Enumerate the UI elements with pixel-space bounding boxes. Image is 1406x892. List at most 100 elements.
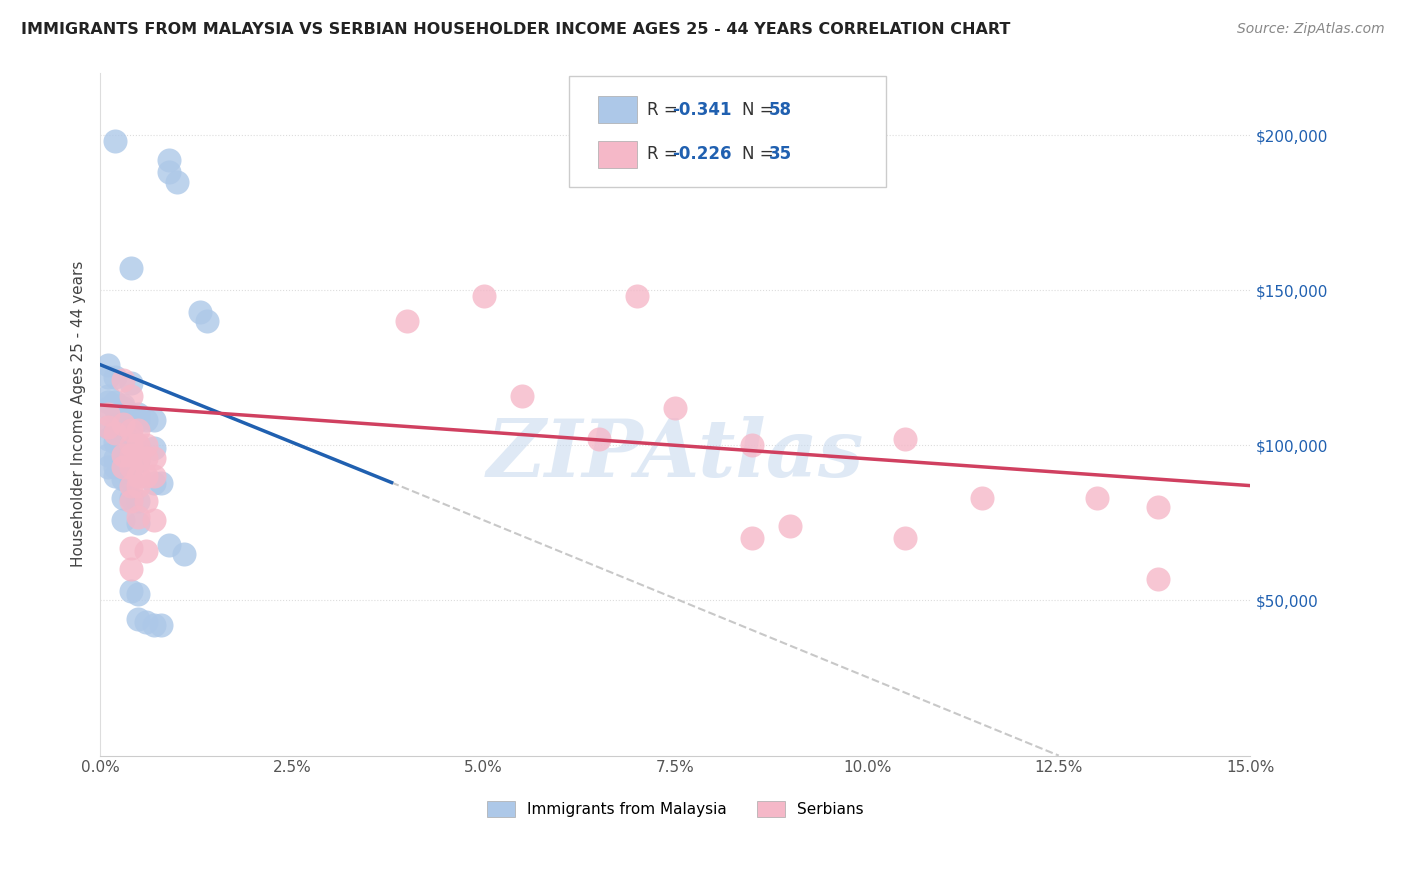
Point [894, 532, 917, 546]
Point [135, 438, 157, 452]
Point [112, 513, 135, 527]
Point [142, 618, 165, 632]
Point [120, 438, 142, 452]
Point [127, 450, 149, 465]
Point [104, 134, 127, 148]
Point [120, 376, 142, 391]
Point [97, 448, 120, 462]
Point [135, 450, 157, 465]
Text: N =: N = [742, 101, 779, 119]
Point [104, 370, 127, 384]
Point [97, 460, 120, 475]
Point [104, 469, 127, 483]
Point [112, 435, 135, 450]
Point [97, 358, 120, 372]
Point [157, 165, 180, 179]
Point [894, 432, 917, 446]
Point [510, 389, 533, 403]
Point [741, 532, 763, 546]
Text: -0.341: -0.341 [672, 101, 731, 119]
Point [97, 389, 120, 403]
Point [135, 413, 157, 427]
Point [1085, 491, 1108, 505]
Point [120, 478, 142, 492]
Point [127, 438, 149, 452]
Point [97, 407, 120, 421]
Point [104, 395, 127, 409]
Point [112, 373, 135, 387]
Point [97, 401, 120, 415]
Point [120, 438, 142, 452]
Point [104, 450, 127, 465]
Point [104, 435, 127, 450]
Point [1147, 572, 1170, 586]
Point [120, 423, 142, 437]
Point [127, 587, 149, 601]
Legend: Immigrants from Malaysia, Serbians: Immigrants from Malaysia, Serbians [481, 795, 869, 823]
Point [112, 472, 135, 486]
Point [127, 612, 149, 626]
Point [142, 513, 165, 527]
Point [120, 448, 142, 462]
Point [127, 478, 149, 492]
Point [112, 407, 135, 421]
Point [127, 438, 149, 452]
Point [112, 491, 135, 505]
Point [112, 417, 135, 431]
Point [135, 494, 157, 508]
Point [157, 538, 180, 552]
Point [741, 438, 763, 452]
Text: N =: N = [742, 145, 779, 163]
Point [472, 289, 495, 303]
Point [127, 494, 149, 508]
Point [150, 475, 173, 490]
Point [112, 448, 135, 462]
Point [97, 395, 120, 409]
Text: ZIPAtlas: ZIPAtlas [486, 417, 865, 494]
Point [142, 469, 165, 483]
Point [120, 261, 142, 276]
Point [166, 175, 188, 189]
Point [142, 475, 165, 490]
Text: 35: 35 [769, 145, 792, 163]
Point [127, 509, 149, 524]
Point [97, 419, 120, 434]
Point [112, 460, 135, 475]
Point [142, 413, 165, 427]
Text: IMMIGRANTS FROM MALAYSIA VS SERBIAN HOUSEHOLDER INCOME AGES 25 - 44 YEARS CORREL: IMMIGRANTS FROM MALAYSIA VS SERBIAN HOUS… [21, 22, 1011, 37]
Point [127, 423, 149, 437]
Point [127, 469, 149, 483]
Point [135, 543, 157, 558]
Point [112, 398, 135, 412]
Point [120, 472, 142, 486]
Point [1147, 500, 1170, 515]
Point [135, 615, 157, 629]
Point [588, 432, 610, 446]
Point [779, 519, 801, 533]
Point [135, 469, 157, 483]
Point [664, 401, 686, 415]
Point [127, 413, 149, 427]
Point [97, 432, 120, 446]
Point [112, 460, 135, 475]
Point [120, 494, 142, 508]
Point [626, 289, 648, 303]
Point [104, 460, 127, 475]
Text: -0.226: -0.226 [672, 145, 731, 163]
Point [120, 429, 142, 443]
Point [127, 516, 149, 530]
Point [104, 425, 127, 440]
Point [188, 305, 211, 319]
Point [120, 584, 142, 599]
Point [127, 407, 149, 421]
Point [173, 547, 195, 561]
Point [142, 450, 165, 465]
Point [120, 389, 142, 403]
Text: Source: ZipAtlas.com: Source: ZipAtlas.com [1237, 22, 1385, 37]
Point [157, 153, 180, 167]
Point [120, 460, 142, 475]
Point [127, 454, 149, 468]
Point [120, 541, 142, 555]
Text: R =: R = [647, 101, 683, 119]
Point [970, 491, 993, 505]
